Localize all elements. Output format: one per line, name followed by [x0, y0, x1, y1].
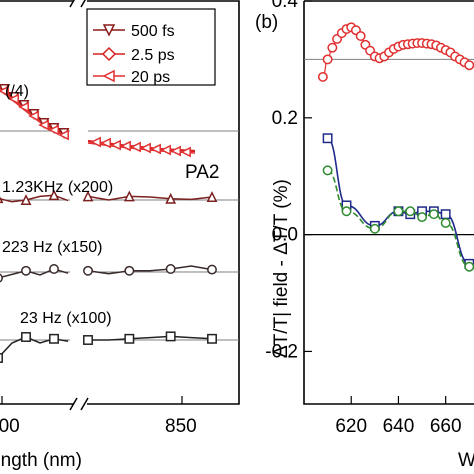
annotation-pa2: PA2	[185, 162, 220, 183]
decay-point-20ps	[58, 129, 69, 141]
trace-point	[83, 265, 93, 276]
annotation-quarter: (/4)	[5, 83, 29, 100]
axis-break-bottom	[69, 397, 89, 411]
b-y-tick-label: -0.2	[265, 341, 298, 362]
b-data-point	[317, 71, 328, 82]
legend-label-500fs: 500 fs	[131, 23, 175, 40]
b-data-point	[405, 206, 416, 217]
decay-point-20ps	[48, 124, 59, 136]
decay-point-20ps	[90, 136, 101, 148]
decay-point-20ps	[8, 93, 19, 105]
panel-a-frame	[0, 0, 240, 405]
decay-point-20ps	[110, 139, 121, 151]
b-y-tick-label: 0.2	[272, 108, 298, 129]
trace-point	[207, 264, 217, 275]
decay-point-20ps	[130, 141, 141, 153]
trace-point	[0, 196, 4, 204]
b-data-point	[369, 223, 380, 234]
decay-point-20ps	[18, 101, 29, 113]
axis-break-top	[69, 0, 86, 8]
panel-b: (b) 620 640 660 0.4 0.2 0.0 -0.2 ΔT/T| field -…	[255, 0, 474, 471]
trace-point	[165, 331, 176, 342]
trace-point	[49, 264, 59, 274]
b-data-point	[417, 212, 428, 223]
decay-point-20ps	[38, 119, 49, 131]
b-data-point	[464, 60, 474, 71]
legend-marker-2p5ps	[101, 46, 117, 62]
trace-point	[83, 335, 93, 345]
trace-point	[21, 265, 31, 276]
b-data-point	[428, 209, 439, 220]
legend-box	[86, 8, 216, 86]
panel-b-frame	[303, 0, 474, 405]
trace-label-1k: 1.23KHz (x200)	[2, 179, 113, 196]
b-ref-lines	[304, 58, 474, 236]
b-y-axis-title: ΔT/T| field - ΔT/T (%)	[271, 179, 292, 358]
trace-point	[207, 333, 217, 344]
b-x-tick-label: 660	[430, 416, 462, 437]
decay-point-20ps	[120, 140, 131, 152]
b-x-tick-label: 640	[383, 416, 415, 437]
b-data-point	[322, 54, 333, 65]
a-x-axis-title: Wavelength (nm)	[0, 450, 82, 471]
trace-point	[48, 189, 60, 201]
decay-point-20ps	[150, 143, 161, 155]
b-data-point	[341, 206, 352, 217]
decay-point-20ps	[0, 85, 9, 97]
b-y-tick-label: 0.0	[272, 225, 298, 246]
b-data-point	[327, 42, 338, 53]
legend-label-20ps: 20 ps	[131, 69, 170, 86]
b-series	[317, 22, 474, 272]
trace-point	[49, 333, 59, 344]
trace-point	[0, 353, 3, 363]
b-data-point	[440, 217, 451, 228]
b-y-tick-label: 0.4	[272, 0, 299, 12]
a-x-tick-label-850: 850	[165, 416, 197, 437]
trace-1k-line	[0, 194, 213, 203]
decay-point-20ps	[140, 142, 151, 154]
decay-point-20ps	[28, 110, 39, 122]
b-x-axis-title: W	[458, 450, 474, 471]
decay-point-20ps	[180, 146, 191, 158]
trace-point	[206, 191, 218, 202]
decay-point-20ps	[160, 144, 171, 156]
decay-point-20ps	[170, 145, 181, 157]
b-data-point	[355, 31, 366, 41]
trace-point	[124, 333, 135, 344]
trace-label-223: 223 Hz (x150)	[2, 239, 103, 256]
trace-label-23: 23 Hz (x100)	[20, 310, 112, 327]
a-decay-markers	[0, 84, 191, 158]
b-ticks: 620 640 660 0.4 0.2 0.0 -0.2	[265, 0, 461, 437]
legend-marker-500fs	[102, 24, 116, 37]
b-data-point	[464, 261, 474, 272]
b-data-point	[440, 209, 451, 220]
a-x-tick-label-800: 800	[0, 416, 20, 437]
b-data-point	[322, 165, 333, 176]
legend-label-2p5ps: 2.5 ps	[131, 47, 175, 64]
trace-point	[20, 194, 32, 205]
panel-a: (/4) PA2 1.23KHz (x200) 223 Hz (x150) 23…	[0, 0, 240, 471]
trace-point	[165, 192, 177, 204]
panel-b-label: (b)	[255, 12, 278, 33]
b-x-tick-label: 620	[335, 416, 367, 437]
trace-point	[124, 265, 135, 276]
decay-point-20ps	[100, 137, 111, 149]
trace-point	[21, 332, 31, 342]
b-data-point	[322, 133, 333, 144]
trace-point	[82, 190, 94, 202]
legend-a: 500 fs 2.5 ps 20 ps	[86, 8, 216, 86]
trace-point	[0, 273, 3, 283]
legend-marker-20ps	[102, 69, 115, 83]
a-trace-markers	[0, 189, 218, 363]
trace-point	[123, 190, 135, 202]
b-data-point	[393, 206, 404, 217]
trace-point	[165, 264, 176, 274]
